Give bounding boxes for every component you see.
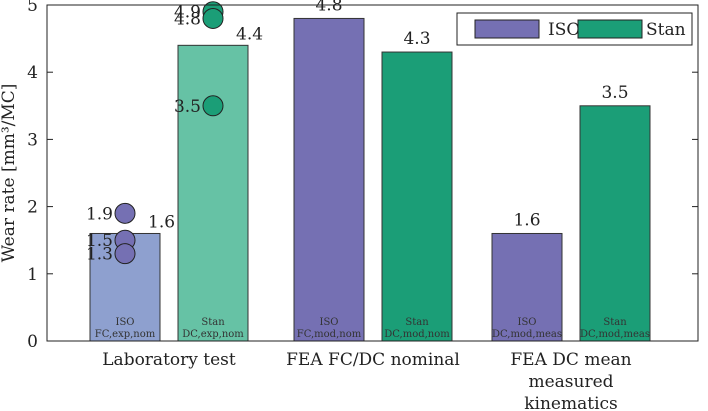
group-label: FEA DC mean xyxy=(510,350,631,370)
group-label: Laboratory test xyxy=(102,350,236,370)
bar-stan-group-2 xyxy=(381,51,453,342)
y-tick-label: 3 xyxy=(27,130,38,150)
legend-label-stan: Stan xyxy=(646,20,686,40)
bar-value-label: 3.5 xyxy=(601,83,628,103)
y-axis-title: Wear rate [mm³/MC] xyxy=(0,84,19,263)
data-point-stan xyxy=(202,95,224,117)
bar-iso-group-3 xyxy=(491,232,563,342)
legend-label-iso: ISO xyxy=(548,20,580,40)
y-tick-label: 2 xyxy=(27,198,38,218)
bar-inner-label: ISO xyxy=(116,317,135,328)
legend-swatch-iso xyxy=(474,19,540,39)
bar-value-label: 1.6 xyxy=(513,210,540,230)
plot-frame xyxy=(46,4,699,342)
data-point-label: 1.9 xyxy=(86,204,113,224)
bar-inner-label: Stan xyxy=(405,317,429,328)
bar-inner-label: FC,exp,nom xyxy=(95,329,156,340)
y-tick-label: 5 xyxy=(27,0,38,16)
bar-inner-label: DC,exp,nom xyxy=(182,329,244,340)
bar-inner-label: DC,mod,nom xyxy=(384,329,450,340)
group-label: measured xyxy=(528,372,613,392)
group-label: kinematics xyxy=(524,394,618,411)
legend-swatch-stan xyxy=(577,19,643,39)
data-point-stan xyxy=(202,7,224,29)
bar-value-label: 4.3 xyxy=(403,29,430,49)
data-point-iso xyxy=(114,243,136,265)
y-tick-label: 1 xyxy=(27,265,38,285)
bar-inner-label: Stan xyxy=(201,317,225,328)
data-point-label: 4.8 xyxy=(174,9,201,29)
bar-inner-label: DC,mod,meas xyxy=(580,329,650,340)
bar-inner-label: DC,mod,meas xyxy=(492,329,562,340)
y-tick-label: 4 xyxy=(27,63,38,83)
data-point-label: 1.3 xyxy=(86,245,113,265)
bar-value-label: 1.6 xyxy=(148,212,175,232)
data-point-label: 3.5 xyxy=(174,97,201,117)
bar-stan-group-1 xyxy=(177,44,249,342)
bar-inner-label: ISO xyxy=(320,317,339,328)
group-label: FEA FC/DC nominal xyxy=(286,350,460,370)
data-point-iso xyxy=(114,202,136,224)
data-point-label: 1.5 xyxy=(86,231,113,251)
bar-value-label: 4.4 xyxy=(236,24,263,44)
bar-inner-label: ISO xyxy=(518,317,537,328)
data-point-label: 4.9 xyxy=(174,3,201,23)
y-tick-label: 0 xyxy=(27,332,38,352)
bar-value-label: 4.8 xyxy=(315,0,342,15)
bar-iso-group-2 xyxy=(293,17,365,342)
bar-stan-group-3 xyxy=(579,105,651,342)
bar-inner-label: Stan xyxy=(603,317,627,328)
bar-inner-label: FC,mod,nom xyxy=(297,329,362,340)
